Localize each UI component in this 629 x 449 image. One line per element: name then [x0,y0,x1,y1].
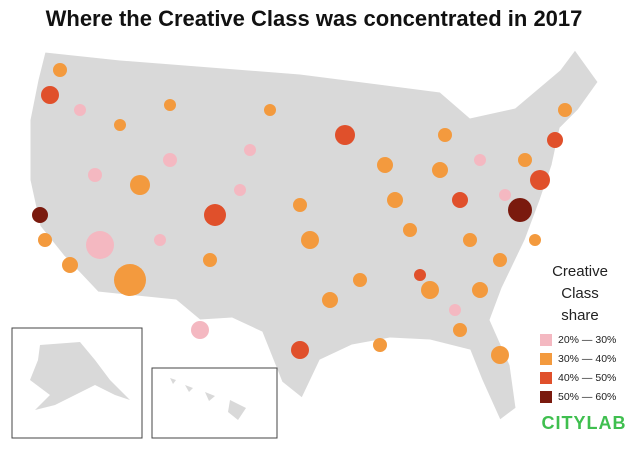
legend: Creative Class share 20% — 30% 30% — 40% 40% … [540,263,616,403]
metro-area [547,132,563,148]
legend-swatch [540,372,552,384]
metro-area [403,223,417,237]
brand-logo: CITYLAB [542,413,627,433]
metro-area [62,257,78,273]
metro-area [387,192,403,208]
metro-area [114,119,126,131]
map-title: Where the Creative Class was concentrate… [46,6,583,31]
metro-area [453,323,467,337]
alaska [30,342,130,410]
metro-area [353,273,367,287]
legend-label: 50% — 60% [558,391,616,403]
metro-area [499,189,511,201]
legend-swatch [540,391,552,403]
legend-swatch [540,353,552,365]
metro-area [204,204,226,226]
metro-area [414,269,426,281]
metro-area [163,153,177,167]
metro-area [291,341,309,359]
legend-title: Class [561,285,599,302]
metro-area [558,103,572,117]
metro-area [86,231,114,259]
legend-swatch [540,334,552,346]
metro-areas [32,63,572,414]
metro-area [508,198,532,222]
legend-title: share [561,307,599,324]
metro-area [373,338,387,352]
metro-area [164,99,176,111]
metro-area [244,144,256,156]
metro-area [438,128,452,142]
metro-area [530,170,550,190]
legend-label: 40% — 50% [558,372,616,384]
metro-area [74,104,86,116]
metro-area [293,198,307,212]
metro-area [377,157,393,173]
metro-area [432,162,448,178]
metro-area [472,282,488,298]
metro-area [463,233,477,247]
metro-area [529,234,541,246]
metro-area [234,184,246,196]
metro-area [474,154,486,166]
legend-label: 30% — 40% [558,353,616,365]
metro-area [53,63,67,77]
metro-area [452,192,468,208]
metro-area [41,86,59,104]
metro-area [88,168,102,182]
metro-area [203,253,217,267]
metro-area [335,125,355,145]
metro-area [421,281,439,299]
metro-area [191,321,209,339]
metro-area [130,175,150,195]
metro-area [264,104,276,116]
legend-label: 20% — 30% [558,334,616,346]
metro-area [114,264,146,296]
metro-area [449,304,461,316]
metro-area [154,234,166,246]
legend-title: Creative [552,263,608,280]
metro-area [38,233,52,247]
metro-area [32,207,48,223]
metro-area [518,153,532,167]
metro-area [493,253,507,267]
metro-area [322,292,338,308]
metro-area [301,231,319,249]
hawaii [170,378,246,420]
metro-area [491,346,509,364]
